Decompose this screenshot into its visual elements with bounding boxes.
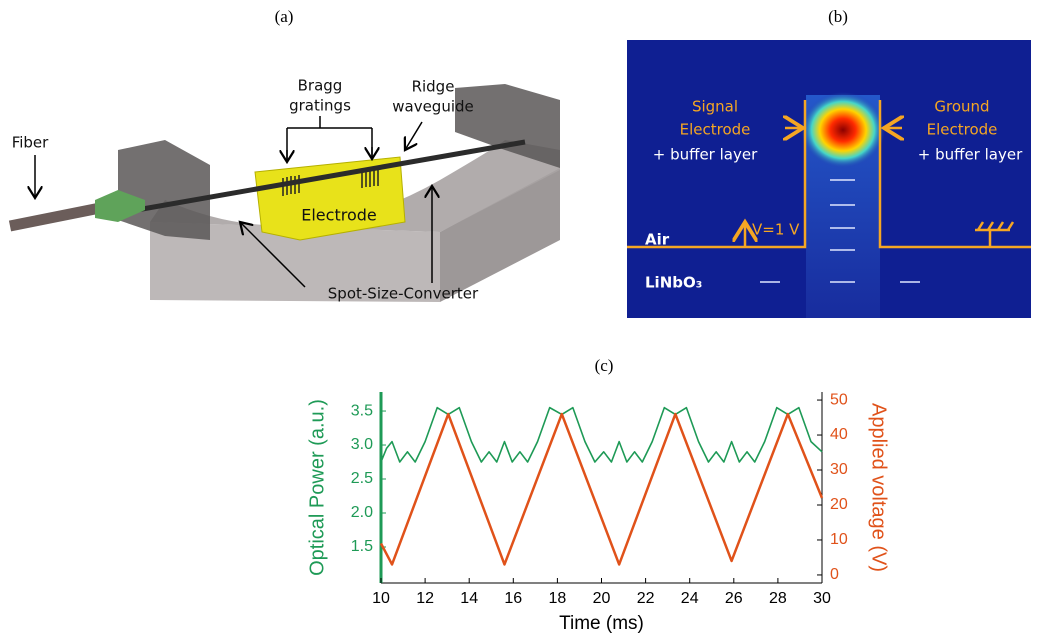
fiber-label: Fiber (12, 134, 49, 152)
series-line (381, 414, 822, 564)
y-axis-label: Optical Power (a.u.) (306, 399, 328, 576)
signal-label: Electrode (680, 121, 751, 139)
x-tick-label: 20 (593, 590, 611, 607)
chart-title: (c) (595, 356, 614, 375)
x-tick-label: 18 (549, 590, 567, 607)
ground-label: Ground (934, 98, 989, 116)
mode-spot (801, 92, 885, 168)
ridge-label: Ridge (412, 78, 455, 96)
panel-c: (c) 10 12 14 16 18 20 22 24 26 28 30 1.5 2.0 2.5 3.0 3.5… (306, 356, 889, 634)
bragg-label: Bragg (298, 77, 343, 95)
signal-buffer: + buffer layer (653, 146, 758, 164)
x-tick-label: 26 (725, 590, 743, 607)
ground-label: Electrode (927, 121, 998, 139)
substrate-label: LiNbO₃ (645, 274, 702, 292)
figure: (a) Fiber Bragg gratings Ridge waveguide… (0, 0, 1046, 638)
ssc-label: Spot-Size-Converter (328, 285, 479, 303)
electrode-label: Electrode (301, 206, 376, 225)
y2-tick-label: 30 (830, 461, 848, 478)
y-tick-label: 2.0 (351, 504, 373, 521)
y-tick-label: 1.5 (351, 538, 373, 555)
y2-tick-label: 20 (830, 496, 848, 513)
ground-buffer: + buffer layer (918, 146, 1023, 164)
x-tick-label: 10 (372, 590, 390, 607)
y-tick-label: 3.5 (351, 402, 373, 419)
y2-tick-label: 40 (830, 426, 848, 443)
y2-axis-label: Applied voltage (V) (868, 403, 890, 572)
panel-label: (a) (275, 7, 294, 26)
y-tick-label: 3.0 (351, 436, 373, 453)
panel-label: (b) (828, 7, 848, 26)
air-label: Air (645, 231, 670, 249)
y2-tick-label: 50 (830, 391, 848, 408)
x-tick-label: 28 (769, 590, 787, 607)
y2-tick-label: 0 (830, 566, 839, 583)
x-tick-label: 30 (813, 590, 831, 607)
x-tick-label: 16 (504, 590, 522, 607)
ridge-label: waveguide (392, 98, 474, 116)
x-tick-label: 24 (681, 590, 699, 607)
left-block (118, 140, 210, 240)
x-tick-label: 14 (460, 590, 478, 607)
y-tick-label: 2.5 (351, 470, 373, 487)
x-tick-label: 22 (637, 590, 655, 607)
y2-tick-label: 10 (830, 531, 848, 548)
x-tick-label: 12 (416, 590, 434, 607)
signal-label: Signal (692, 98, 738, 116)
voltage-label: V=1 V (752, 221, 800, 239)
panel-b: (b) Signal Electrode + buffer layer Grou… (627, 7, 1031, 318)
x-axis-label: Time (ms) (559, 613, 644, 634)
panel-a: (a) Fiber Bragg gratings Ridge waveguide… (10, 7, 560, 303)
bragg-label: gratings (289, 97, 351, 115)
